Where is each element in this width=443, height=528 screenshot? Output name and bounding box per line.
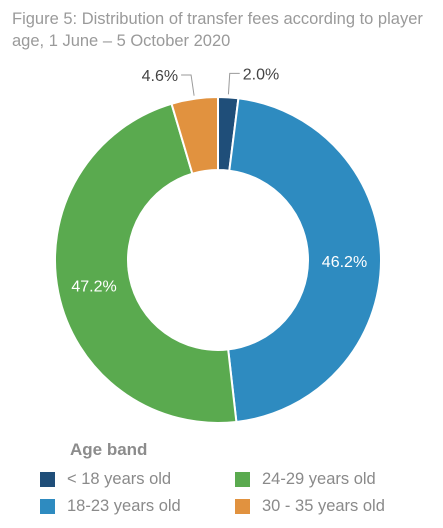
legend-item-24-29: 24-29 years old — [235, 470, 430, 489]
legend-item-30-35: 30 - 35 years old — [235, 497, 430, 516]
slice-value-label: 47.2% — [71, 278, 116, 295]
legend-swatch — [40, 499, 55, 514]
chart-title: Figure 5: Distribution of transfer fees … — [12, 10, 423, 50]
legend-item-under-18: < 18 years old — [40, 470, 235, 489]
legend-label: 30 - 35 years old — [262, 497, 385, 515]
legend-label: < 18 years old — [67, 470, 172, 488]
donut-slice — [170, 95, 219, 175]
donut-slice — [227, 97, 382, 424]
legend-label: 24-29 years old — [262, 470, 376, 488]
legend-label: 18-23 years old — [67, 497, 181, 515]
legend-swatch — [40, 472, 55, 487]
legend-grid: < 18 years old 24-29 years old 18-23 yea… — [40, 470, 440, 516]
leader-line — [227, 72, 240, 95]
legend-swatch — [235, 472, 250, 487]
legend-title: Age band — [70, 440, 148, 459]
slice-value-label: 2.0% — [243, 66, 279, 83]
slice-value-label: 46.2% — [322, 254, 367, 271]
legend: Age band < 18 years old 24-29 years old … — [40, 440, 440, 516]
slice-value-label: 4.6% — [142, 68, 178, 85]
legend-item-18-23: 18-23 years old — [40, 497, 235, 516]
donut-chart: 2.0% 46.2% 47.2% 4.6% — [54, 66, 382, 424]
legend-swatch — [235, 499, 250, 514]
donut-slice — [54, 102, 238, 424]
leader-line — [181, 74, 195, 96]
